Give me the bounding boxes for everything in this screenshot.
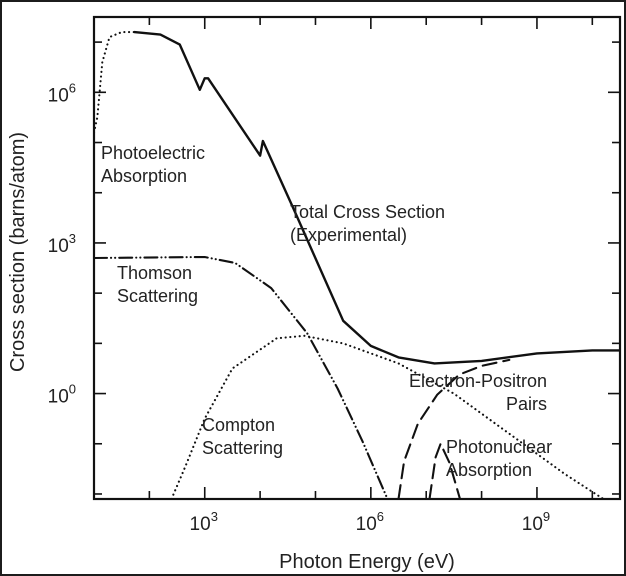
- series-compton-scattering: [170, 334, 605, 499]
- x-tick-label: 109: [522, 509, 550, 535]
- series-electron-positron-pairs: [397, 358, 511, 499]
- series-photoelectric-absorption: [94, 31, 136, 134]
- series-thomson-scattering: [94, 255, 389, 499]
- x-tick-label: 103: [190, 509, 218, 535]
- y-axis-title: Cross section (barns/atom): [7, 132, 29, 372]
- y-tick-label: 106: [48, 80, 76, 106]
- series-photonuclear-absorption: [428, 442, 462, 499]
- annotation-compton: Compton Scattering: [202, 415, 283, 458]
- annotation-pairs: Electron-Positron Pairs: [409, 371, 547, 414]
- annotation-thomson: Thomson Scattering: [117, 263, 198, 306]
- annotation-photoelectric: Photoelectric Absorption: [101, 143, 205, 186]
- series-total-cross-section-experimental: [133, 30, 620, 365]
- x-tick-label: 106: [356, 509, 384, 535]
- annotation-total: Total Cross Section (Experimental): [290, 202, 445, 245]
- plot-border: [92, 15, 622, 501]
- y-tick-label: 103: [48, 231, 76, 257]
- y-tick-label: 100: [48, 382, 76, 408]
- x-axis-title: Photon Energy (eV): [279, 551, 455, 573]
- annotation-photonuclear: Photonuclear Absorption: [446, 437, 552, 480]
